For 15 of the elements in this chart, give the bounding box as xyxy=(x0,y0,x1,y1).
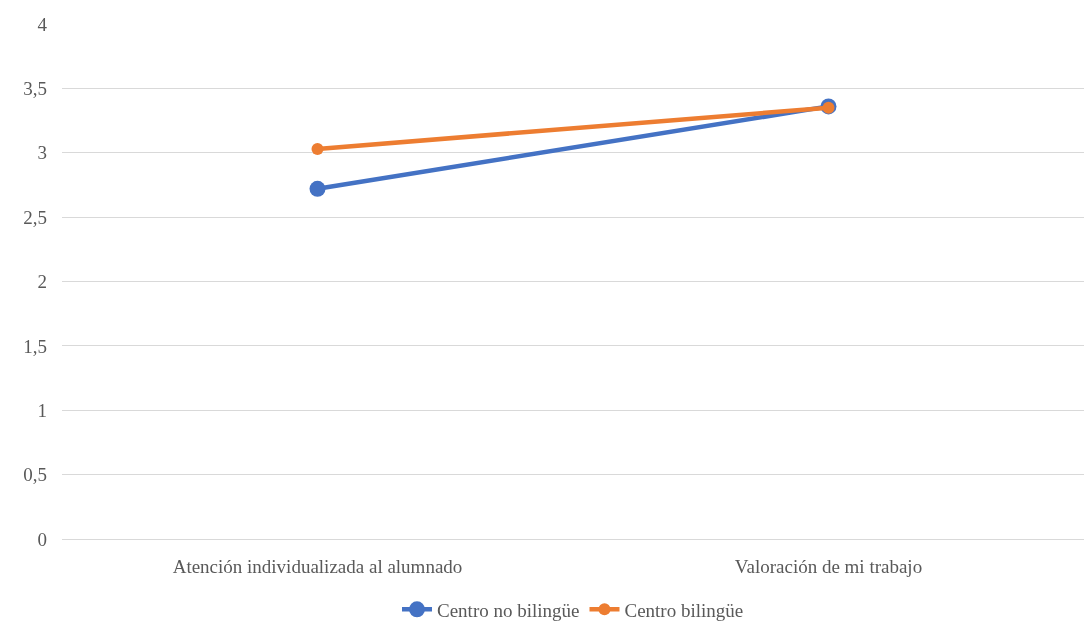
y-tick-label: 2,5 xyxy=(23,206,47,228)
legend-label: Centro bilingüe xyxy=(624,599,744,621)
y-tick-label: 3,5 xyxy=(23,78,47,100)
y-tick-label: 1,5 xyxy=(23,335,47,357)
y-tick-label: 4 xyxy=(37,13,48,35)
x-tick-label: Valoración de mi trabajo xyxy=(734,555,923,577)
y-tick-label: 1 xyxy=(37,399,47,421)
point xyxy=(309,180,326,197)
y-tick-label: 0 xyxy=(37,528,47,550)
y-tick-label: 3 xyxy=(37,142,47,164)
y-tick-label: 0,5 xyxy=(23,464,47,486)
legend-label: Centro no bilingüe xyxy=(437,599,580,621)
y-tick-label: 2 xyxy=(37,271,47,293)
point xyxy=(311,142,324,155)
x-tick-label: Atención individualizada al alumnado xyxy=(172,555,463,577)
